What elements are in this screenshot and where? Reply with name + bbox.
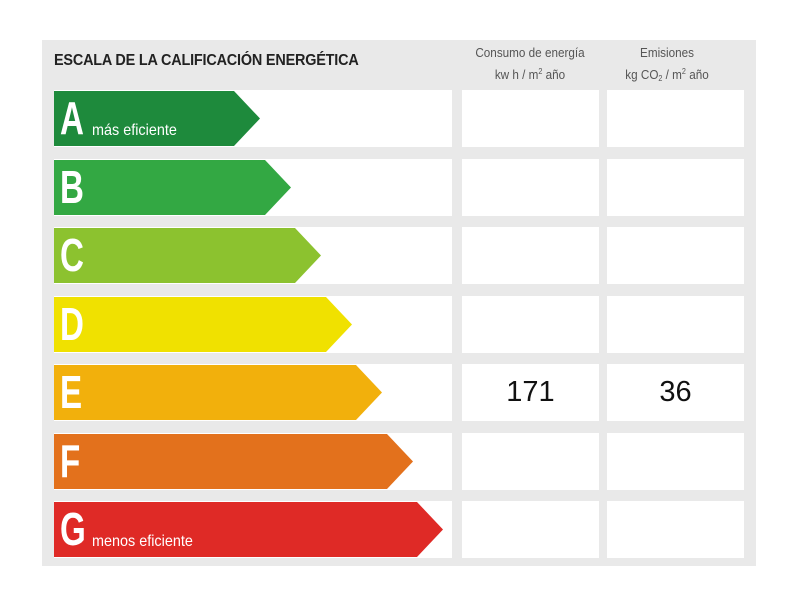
emisiones-header-line2: kg CO2 / m2 año	[625, 67, 709, 83]
emisiones-cell-e: 36	[607, 364, 744, 421]
emisiones-header: Emisiones kg CO2 / m2 año	[604, 43, 730, 88]
rating-description: menos eficiente	[92, 533, 193, 550]
label-title: ESCALA DE LA CALIFICACIÓN ENERGÉTICA	[54, 52, 359, 69]
rating-letter: F	[60, 435, 81, 487]
consumo-cell-c	[462, 227, 599, 284]
consumo-cell-f	[462, 433, 599, 490]
rating-letter: E	[60, 366, 83, 418]
consumo-header: Consumo de energía kw h / m2 año	[467, 43, 593, 84]
rating-arrow-f: F	[54, 434, 413, 489]
emisiones-cell-b	[607, 159, 744, 216]
rating-letter: D	[60, 298, 84, 350]
rating-description: más eficiente	[92, 122, 177, 139]
consumo-cell-g	[462, 501, 599, 558]
consumo-cell-a	[462, 90, 599, 147]
rating-arrow-d: D	[54, 297, 352, 352]
consumo-header-line2: kw h / m2 año	[494, 67, 566, 82]
rating-letter: C	[60, 229, 84, 281]
emisiones-cell-a	[607, 90, 744, 147]
consumo-cell-d	[462, 296, 599, 353]
consumo-header-line1: Consumo de energía	[475, 45, 585, 60]
rating-letter: G	[60, 503, 86, 555]
rating-arrow-e: E	[54, 365, 382, 420]
emisiones-cell-f	[607, 433, 744, 490]
consumo-cell-b	[462, 159, 599, 216]
rating-letter: A	[60, 92, 84, 144]
rating-letter: B	[60, 161, 84, 213]
emisiones-cell-g	[607, 501, 744, 558]
rating-arrow-b: B	[54, 160, 291, 215]
rating-arrow-c: C	[54, 228, 321, 283]
emisiones-cell-d	[607, 296, 744, 353]
consumo-cell-e: 171	[462, 364, 599, 421]
emisiones-cell-c	[607, 227, 744, 284]
emisiones-header-line1: Emisiones	[640, 45, 694, 60]
